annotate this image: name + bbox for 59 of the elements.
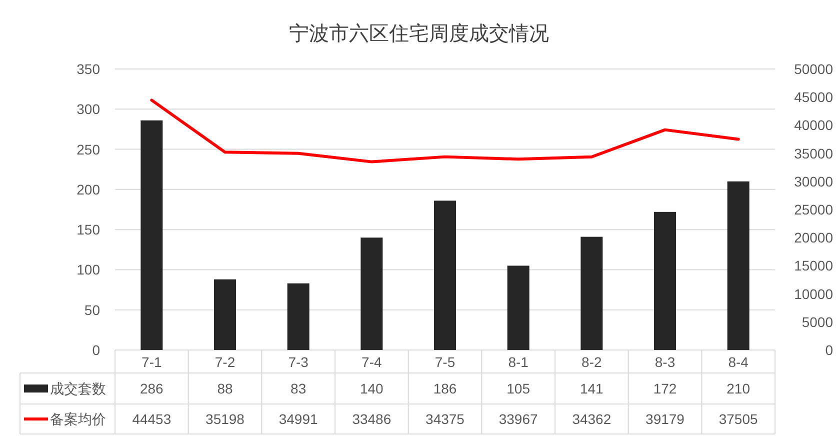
data-label: 141	[580, 380, 604, 396]
y-tick-label: 0	[92, 342, 100, 358]
data-label: 39179	[646, 411, 685, 427]
y-tick-label: 250	[76, 141, 100, 158]
x-tick-label: 7-2	[214, 354, 236, 370]
y2-tick-label: 0	[825, 342, 834, 358]
x-tick-label: 7-4	[362, 354, 382, 370]
y-tick-label: 100	[76, 262, 100, 278]
y2-tick-label: 30000	[794, 173, 834, 190]
y-tick-label: 50	[84, 302, 100, 318]
legend-label: 备案均价	[50, 411, 106, 427]
x-tick-label: 7-5	[434, 354, 456, 370]
y2-tick-label: 40000	[794, 117, 834, 134]
bar	[434, 200, 456, 350]
x-tick-label: 8-4	[728, 354, 749, 370]
data-label: 34991	[278, 411, 318, 427]
bar	[654, 212, 676, 350]
y-tick-label: 350	[76, 61, 100, 77]
data-label: 33486	[352, 411, 392, 427]
data-label: 88	[217, 380, 233, 396]
legend-label: 成交套数	[50, 380, 106, 396]
bar	[140, 120, 163, 350]
x-tick-label: 7-3	[288, 354, 309, 370]
data-label: 34375	[426, 411, 465, 427]
x-tick-label: 8-3	[654, 354, 676, 370]
x-tick-label: 8-1	[508, 354, 529, 370]
data-label: 140	[360, 380, 384, 396]
y2-tick-label: 45000	[794, 89, 834, 106]
y-tick-label: 300	[76, 101, 100, 118]
bar	[580, 236, 603, 350]
data-label: 44453	[132, 411, 172, 427]
data-label: 172	[653, 380, 677, 396]
data-label: 210	[726, 380, 750, 396]
line-series	[150, 98, 740, 164]
data-label: 37505	[718, 411, 758, 427]
data-label: 83	[290, 380, 306, 396]
y2-tick-label: 50000	[794, 61, 834, 77]
data-label: 35198	[206, 411, 245, 427]
chart-title: 宁波市六区住宅周度成交情况	[289, 22, 549, 45]
y2-tick-label: 5000	[802, 314, 834, 330]
y2-tick-label: 35000	[794, 145, 834, 162]
y2-tick-label: 20000	[794, 230, 834, 246]
x-tick-label: 8-2	[582, 354, 602, 370]
data-label: 186	[433, 380, 457, 396]
y-tick-label: 150	[76, 222, 100, 238]
data-label: 105	[506, 380, 530, 396]
y2-tick-label: 15000	[794, 258, 834, 274]
bar	[360, 238, 383, 350]
y2-tick-label: 10000	[794, 286, 834, 302]
data-label: 33967	[498, 411, 538, 427]
bar	[727, 181, 750, 350]
y2-tick-label: 25000	[794, 202, 834, 218]
bar	[214, 279, 236, 350]
x-tick-label: 7-1	[142, 354, 162, 370]
y-tick-label: 200	[76, 181, 100, 198]
data-label: 34362	[572, 411, 612, 427]
bar	[287, 283, 310, 350]
bar	[507, 266, 530, 350]
data-label: 286	[140, 380, 164, 396]
